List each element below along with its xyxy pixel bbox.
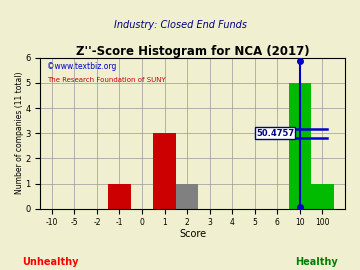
Y-axis label: Number of companies (11 total): Number of companies (11 total) [15, 72, 24, 194]
Bar [311, 184, 334, 209]
Bar [153, 133, 176, 209]
Bar [289, 83, 311, 209]
Bar [176, 184, 198, 209]
Text: ©www.textbiz.org: ©www.textbiz.org [46, 62, 116, 71]
Title: Z''-Score Histogram for NCA (2017): Z''-Score Histogram for NCA (2017) [76, 45, 310, 58]
Text: The Research Foundation of SUNY: The Research Foundation of SUNY [46, 77, 165, 83]
Text: Healthy: Healthy [296, 256, 338, 266]
Text: Unhealthy: Unhealthy [22, 256, 78, 266]
Text: Industry: Closed End Funds: Industry: Closed End Funds [113, 20, 247, 30]
Bar [108, 184, 131, 209]
Text: 50.4757: 50.4757 [256, 129, 294, 138]
X-axis label: Score: Score [179, 229, 206, 239]
